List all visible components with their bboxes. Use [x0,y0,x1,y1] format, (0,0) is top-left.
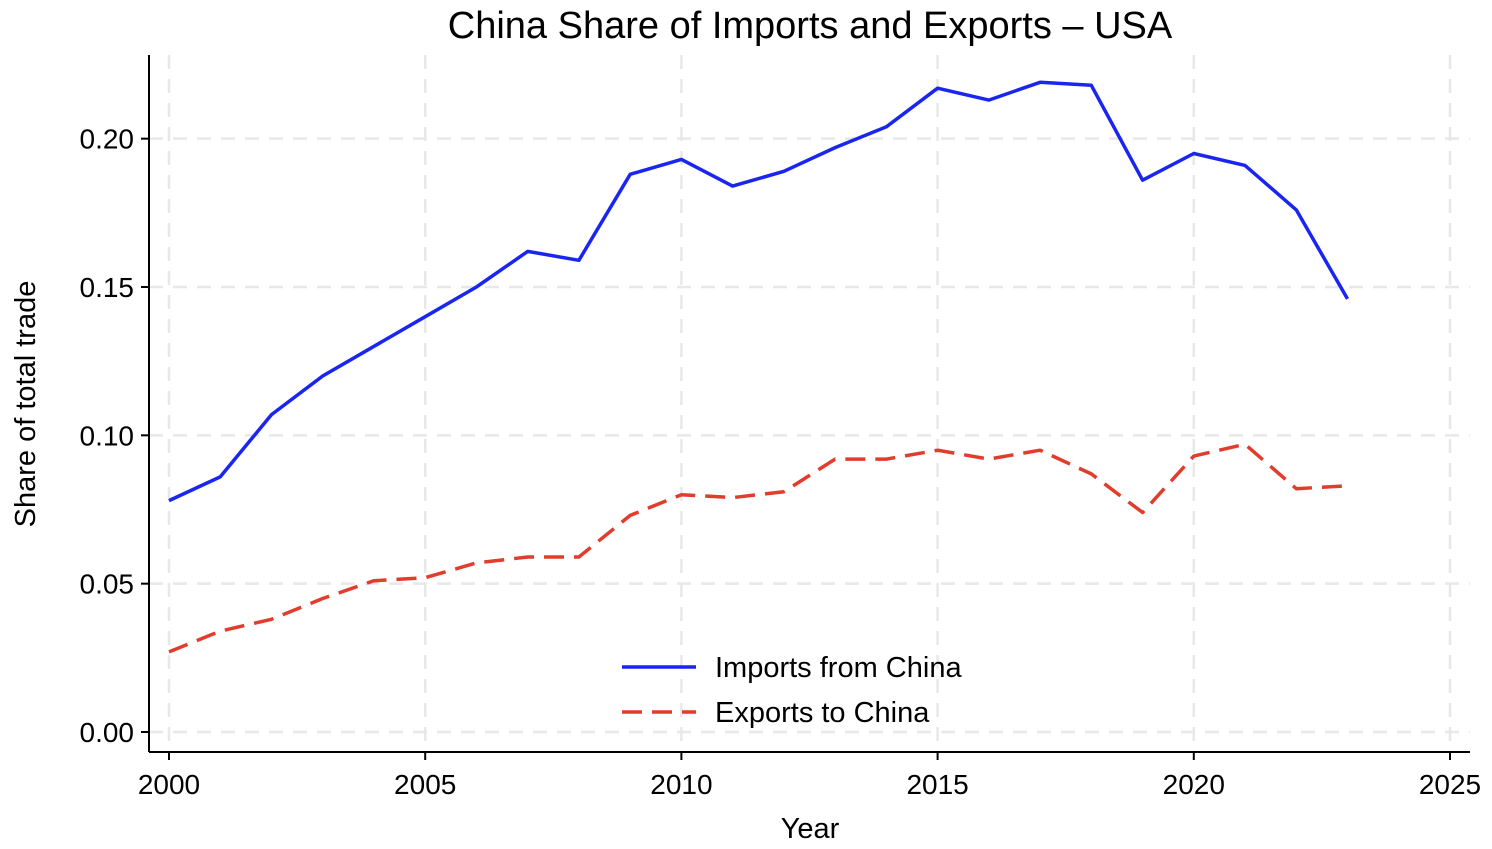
y-tick-label: 0.20 [80,124,135,155]
series-line-imports [168,80,1350,503]
y-tick-label: 0.10 [80,420,135,451]
chart-title: China Share of Imports and Exports – USA [448,5,1173,47]
x-tick-label: 2020 [1163,769,1225,800]
grid [149,55,1470,752]
y-tick-label: 0.00 [80,717,135,748]
y-tick-label: 0.15 [80,272,135,303]
x-tick-label: 2025 [1419,769,1481,800]
legend-label: Imports from China [715,652,962,684]
x-tick-label: 2010 [650,769,712,800]
x-tick-label: 2000 [138,769,200,800]
x-tick-label: 2015 [906,769,968,800]
y-axis-label: Share of total trade [10,281,42,528]
x-tick-label: 2005 [394,769,456,800]
legend-label: Exports to China [715,697,930,729]
series-line-exports [168,442,1348,654]
legend: Imports from China Exports to China [622,652,962,729]
y-tick-label: 0.05 [80,569,135,600]
x-axis-label: Year [781,813,840,845]
series-layer [168,80,1350,654]
axes: 0.00 0.05 0.10 0.15 0.20 2000 2005 2010 2015 2020… [80,55,1481,800]
